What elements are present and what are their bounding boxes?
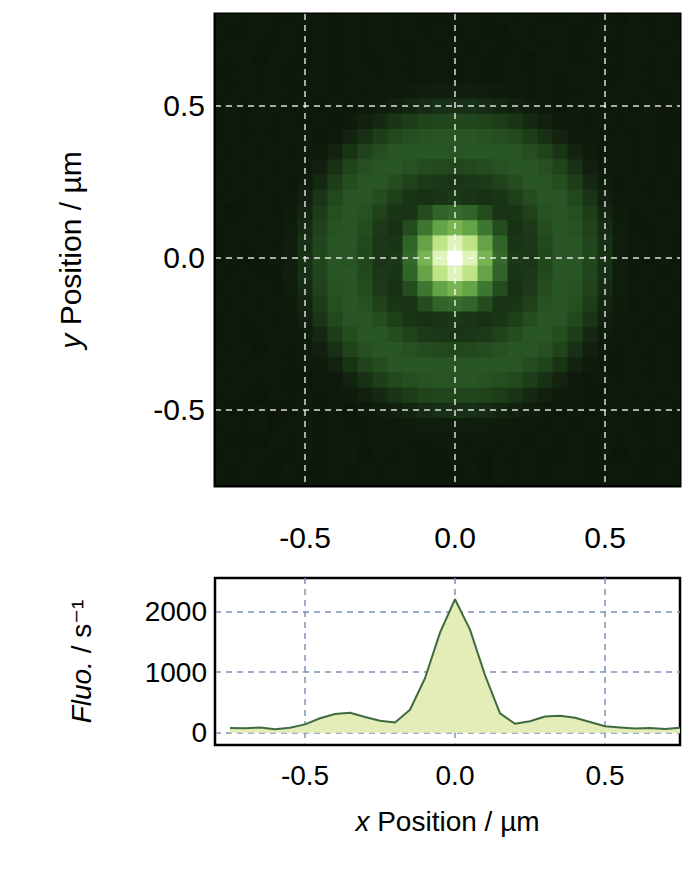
- svg-text:0.5: 0.5: [163, 89, 205, 122]
- svg-text:0.0: 0.0: [163, 241, 205, 274]
- svg-text:0.5: 0.5: [586, 760, 625, 791]
- svg-text:-0.5: -0.5: [279, 521, 331, 554]
- svg-text:0.0: 0.0: [436, 760, 475, 791]
- svg-text:2000: 2000: [145, 596, 207, 627]
- svg-text:0.5: 0.5: [584, 521, 626, 554]
- svg-text:-0.5: -0.5: [153, 393, 205, 426]
- svg-text:Position / µm: Position / µm: [369, 806, 539, 837]
- svg-text:Position / µm: Position / µm: [54, 151, 87, 333]
- svg-text:-0.5: -0.5: [281, 760, 329, 791]
- svg-text:x: x: [353, 806, 370, 837]
- svg-text:0.0: 0.0: [434, 521, 476, 554]
- svg-text:1000: 1000: [145, 657, 207, 688]
- svg-text:y: y: [53, 333, 87, 349]
- svg-text:Fluo.: Fluo.: [66, 661, 97, 723]
- svg-text:/ s⁻¹: / s⁻¹: [66, 600, 97, 661]
- svg-text:0: 0: [191, 717, 207, 748]
